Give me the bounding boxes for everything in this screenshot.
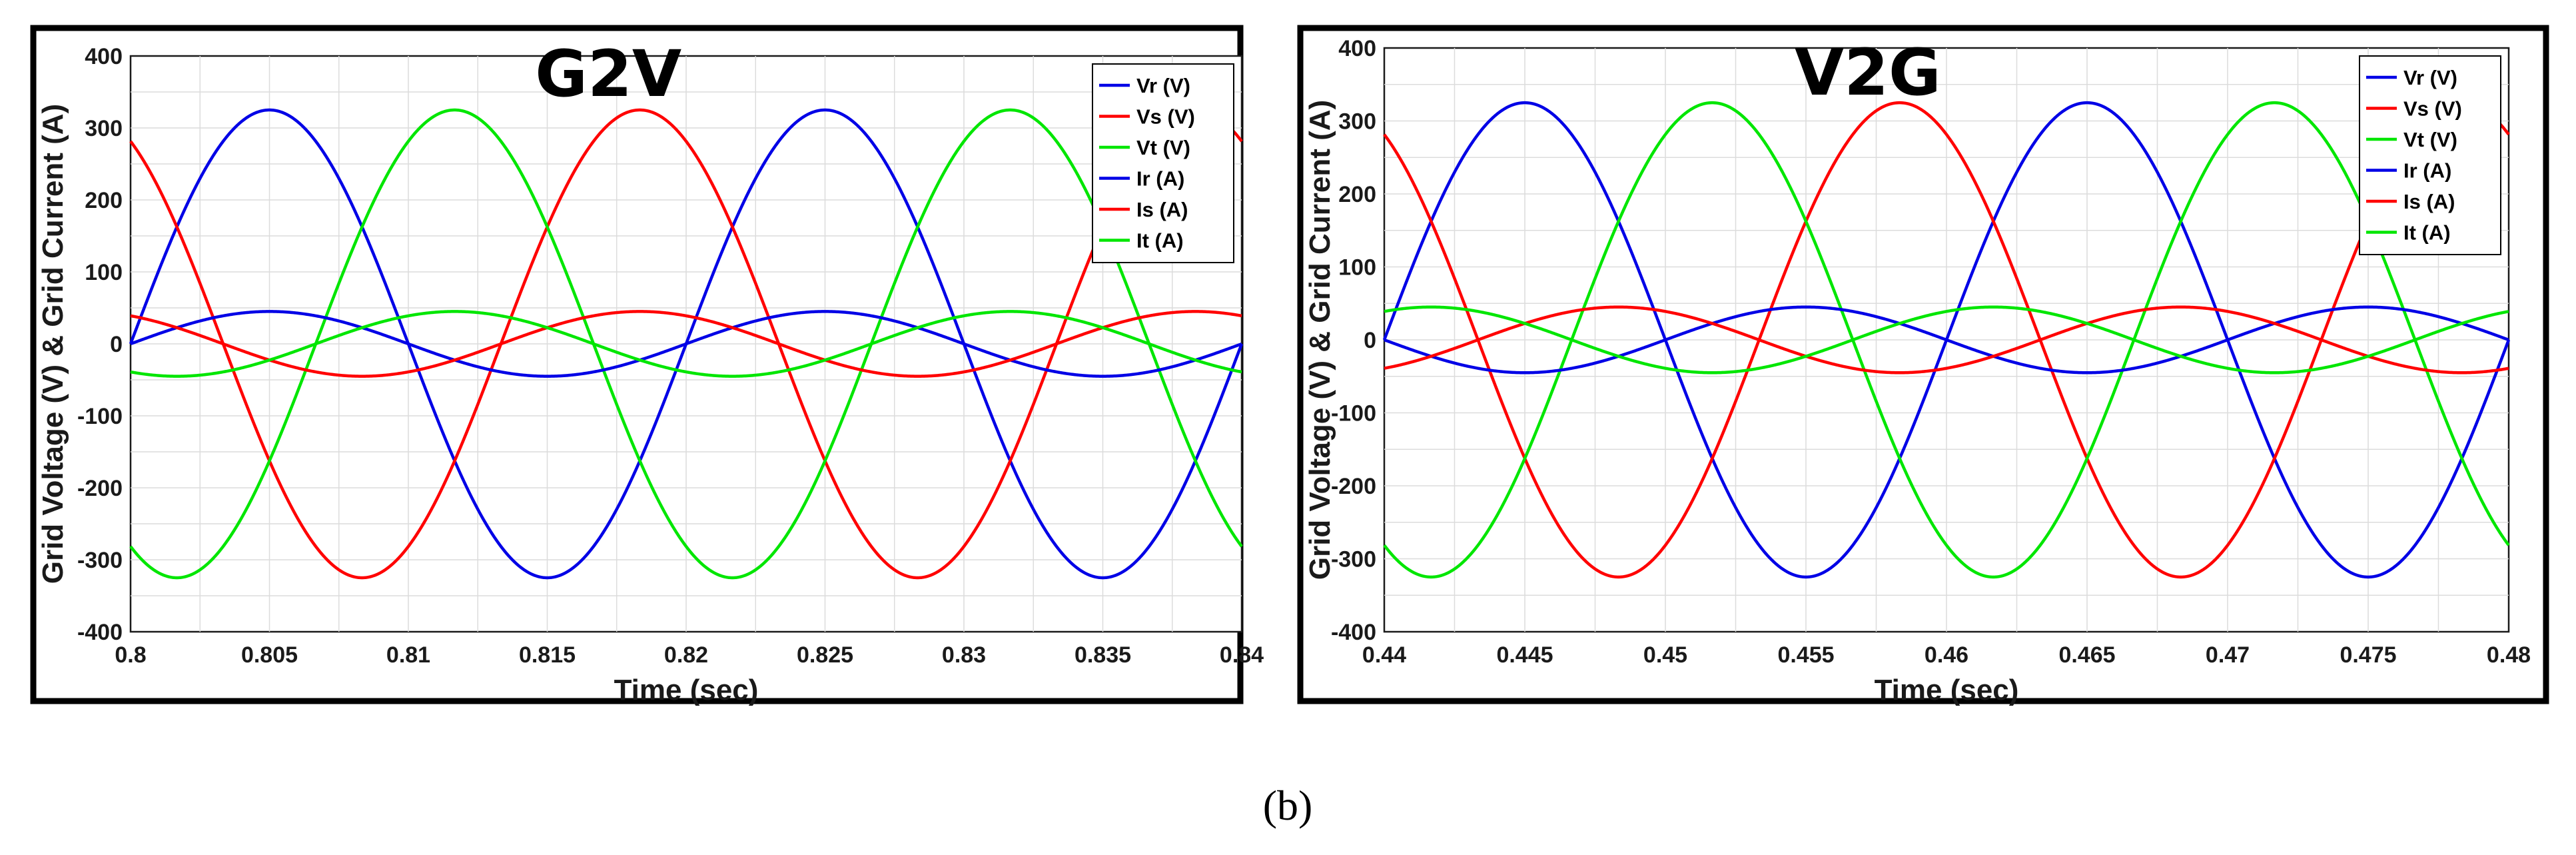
legend: Vr (V) Vs (V) Vt (V) Ir (A) Is (A) It (A): [2359, 55, 2501, 255]
legend-entry: Ir (A): [1136, 167, 1184, 191]
x-axis-label: Time (sec): [1875, 674, 2019, 706]
tick-labels: 0.44 0.445 0.45 0.455 0.46 0.465 0.47 0.475 0.48…: [1331, 36, 2531, 668]
series-line-is: [1384, 305, 2509, 375]
legend-box: [2359, 55, 2501, 255]
legend: Vr (V) Vs (V) Vt (V) Ir (A) Is (A) It (A): [1092, 63, 1234, 263]
legend-entry: Vt (V): [1136, 136, 1190, 159]
x-tick-label: 0.46: [1925, 642, 1968, 668]
legend-box: [1092, 63, 1234, 263]
x-tick-label: 0.84: [1220, 642, 1264, 668]
series-line-it: [1384, 305, 2509, 375]
y-tick-label: 0: [110, 332, 123, 357]
y-tick-label: -400: [1331, 620, 1376, 645]
series-line-it: [130, 310, 1242, 378]
x-tick-label: 0.45: [1643, 642, 1687, 668]
legend-entry: It (A): [2403, 221, 2451, 245]
x-tick-label: 0.815: [519, 642, 576, 668]
legend-entry: Vt (V): [2403, 128, 2457, 151]
x-tick-label: 0.81: [386, 642, 430, 668]
figure-caption: (b): [1263, 782, 1313, 829]
chart-title: G2V: [535, 37, 681, 111]
chart-title: V2G: [1795, 35, 1941, 110]
y-tick-label: 300: [85, 116, 123, 141]
x-tick-label: 0.48: [2487, 642, 2531, 668]
y-tick-label: -300: [1331, 547, 1376, 572]
y-tick-label: -100: [1331, 401, 1376, 427]
series-lines: [129, 108, 1244, 580]
y-tick-label: 300: [1338, 109, 1376, 135]
y-tick-label: -400: [77, 620, 123, 645]
y-tick-label: 0: [1364, 328, 1376, 353]
x-tick-label: 0.825: [797, 642, 853, 668]
series-lines: [1382, 101, 2511, 579]
legend-entry: Vs (V): [1136, 105, 1195, 129]
y-tick-label: 200: [1338, 182, 1376, 207]
x-tick-label: 0.455: [1777, 642, 1834, 668]
x-tick-label: 0.44: [1362, 642, 1406, 668]
x-tick-label: 0.47: [2206, 642, 2250, 668]
legend-entry: It (A): [1136, 229, 1184, 253]
y-tick-label: 100: [1338, 255, 1376, 281]
y-tick-label: 400: [1338, 36, 1376, 61]
x-tick-label: 0.83: [942, 642, 986, 668]
series-line-ir: [1384, 305, 2509, 375]
y-tick-label: 100: [85, 260, 123, 285]
y-tick-label: 200: [85, 188, 123, 213]
series-line-ir: [130, 310, 1242, 378]
y-tick-label: 400: [85, 44, 123, 69]
y-tick-label: -200: [1331, 474, 1376, 499]
legend-entry: Vr (V): [2403, 66, 2457, 89]
y-tick-label: -100: [77, 404, 123, 429]
series-line-is: [130, 310, 1242, 378]
tick-labels: 0.8 0.805 0.81 0.815 0.82 0.825 0.83 0.835 0.84 -…: [77, 44, 1264, 668]
legend-entry: Vr (V): [1136, 74, 1190, 97]
x-tick-label: 0.835: [1074, 642, 1131, 668]
y-tick-label: -200: [77, 476, 123, 501]
chart-panel-g2v: 0.8 0.805 0.81 0.815 0.82 0.825 0.83 0.835 0.84 -…: [30, 25, 1264, 706]
x-tick-label: 0.8: [115, 642, 146, 668]
legend-entry: Vs (V): [2403, 97, 2462, 121]
y-axis-label: Grid Voltage (V) & Grid Current (A): [37, 104, 69, 584]
legend-entry: Is (A): [1136, 198, 1188, 221]
legend-entry: Is (A): [2403, 190, 2455, 213]
y-tick-label: -300: [77, 548, 123, 573]
x-axis-label: Time (sec): [614, 674, 759, 706]
x-tick-label: 0.475: [2340, 642, 2396, 668]
legend-entry: Ir (A): [2403, 159, 2451, 183]
x-tick-label: 0.445: [1496, 642, 1553, 668]
x-tick-label: 0.465: [2058, 642, 2115, 668]
x-tick-label: 0.805: [241, 642, 298, 668]
chart-panel-v2g: 0.44 0.445 0.45 0.455 0.46 0.465 0.47 0.475 0.48…: [1297, 25, 2549, 706]
x-tick-label: 0.82: [664, 642, 708, 668]
y-axis-label: Grid Voltage (V) & Grid Current (A): [1304, 100, 1336, 580]
